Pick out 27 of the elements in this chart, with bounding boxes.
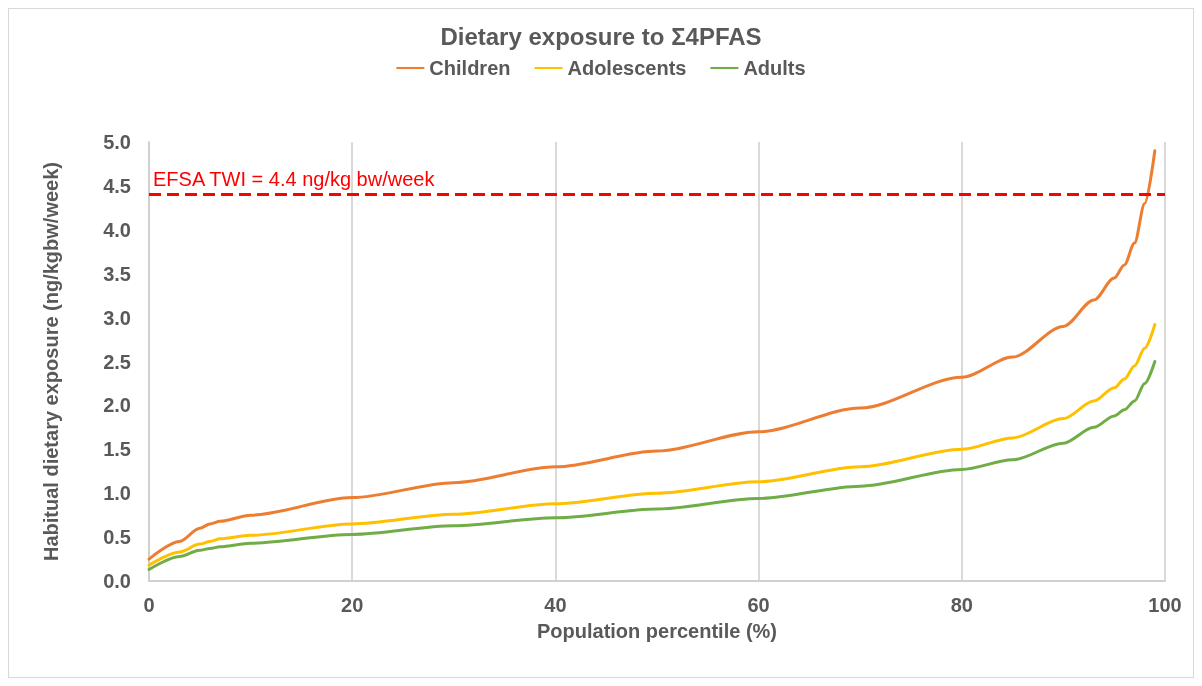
y-tick-label: 3.0	[103, 306, 131, 329]
y-tick-label: 4.5	[103, 174, 131, 197]
y-tick-label: 2.0	[103, 394, 131, 417]
y-tick-label: 0.0	[103, 570, 131, 592]
y-tick-label: 2.5	[103, 350, 131, 373]
x-tick-label: 20	[341, 594, 364, 616]
line-series	[147, 149, 1157, 561]
x-axis-title: Population percentile (%)	[536, 620, 778, 642]
y-tick-label: 0.5	[103, 526, 131, 549]
y-tick-label: 1.5	[103, 438, 131, 461]
x-tick-label: 80	[950, 594, 973, 616]
x-tick-label: 100	[1148, 594, 1182, 616]
legend-label: Adolescents	[567, 57, 687, 79]
y-tick-label: 3.5	[103, 262, 131, 285]
y-axis-title: Habitual dietary exposure (ng/kgbw/week)	[40, 162, 62, 561]
line-series	[147, 323, 1157, 567]
y-tick-label: 5.0	[103, 131, 131, 153]
x-tick-label: 40	[544, 594, 567, 616]
line-series	[147, 360, 1157, 572]
ref-line-label: EFSA TWI = 4.4 ng/kg bw/week	[153, 167, 436, 190]
legend-label: Children	[429, 57, 511, 79]
legend-label: Adults	[743, 57, 806, 79]
y-tick-label: 1.0	[103, 482, 131, 505]
y-tick-label: 4.0	[103, 218, 131, 241]
x-tick-label: 60	[747, 594, 770, 616]
chart-title: Dietary exposure to Σ4PFAS	[440, 22, 762, 50]
x-tick-label: 0	[143, 594, 155, 616]
